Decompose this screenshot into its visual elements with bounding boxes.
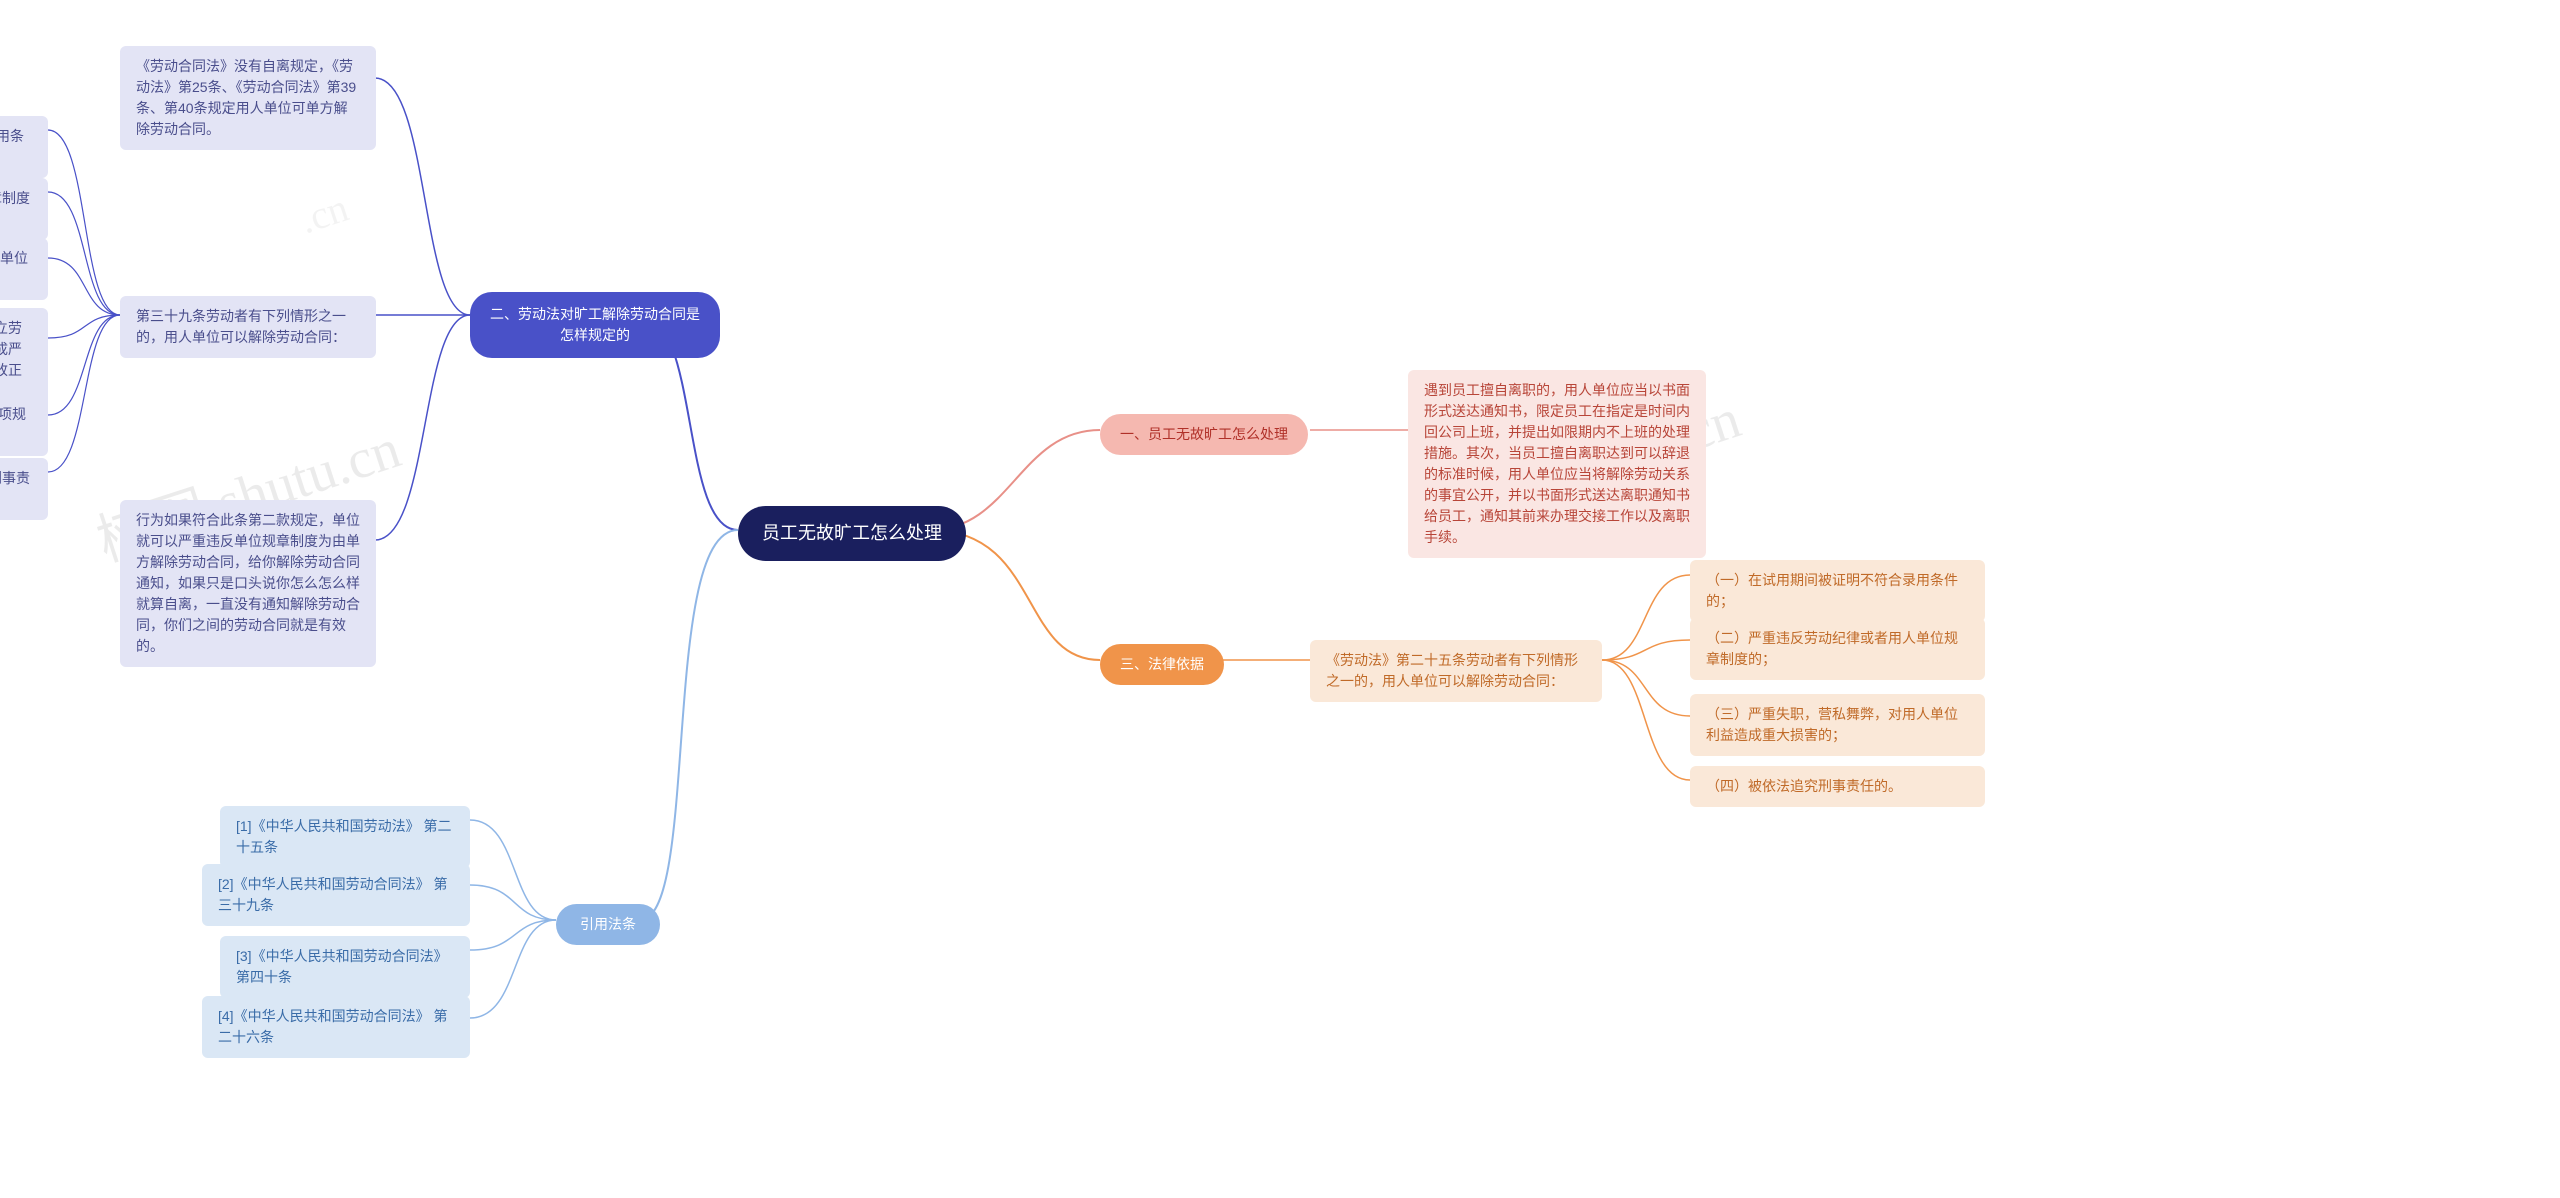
branch-two[interactable]: 二、劳动法对旷工解除劳动合同是怎样规定的 — [470, 292, 720, 358]
branch-refs[interactable]: 引用法条 — [556, 904, 660, 945]
root-node[interactable]: 员工无故旷工怎么处理 — [738, 506, 966, 561]
branch-two-child-2: 第三十九条劳动者有下列情形之一的，用人单位可以解除劳动合同： — [120, 296, 376, 358]
refs-leaf-1: [1]《中华人民共和国劳动法》 第二十五条 — [220, 806, 470, 868]
branch-three-sub-1: （一）在试用期间被证明不符合录用条件的； — [1690, 560, 1985, 622]
branch-two-child-1: 《劳动合同法》没有自离规定，《劳动法》第25条、《劳动合同法》第39条、第40条… — [120, 46, 376, 150]
branch-one-leaf: 遇到员工擅自离职的，用人单位应当以书面形式送达通知书，限定员工在指定是时间内回公… — [1408, 370, 1706, 558]
branch-two-sub-2: （二）严重违反用人单位的规章制度的； — [0, 178, 48, 240]
watermark: .cn — [294, 184, 354, 243]
branch-three-sub-4: （四）被依法追究刑事责任的。 — [1690, 766, 1985, 807]
branch-three[interactable]: 三、法律依据 — [1100, 644, 1224, 685]
refs-leaf-2: [2]《中华人民共和国劳动合同法》 第三十九条 — [202, 864, 470, 926]
branch-three-sub-3: （三）严重失职，营私舞弊，对用人单位利益造成重大损害的； — [1690, 694, 1985, 756]
refs-leaf-4: [4]《中华人民共和国劳动合同法》 第二十六条 — [202, 996, 470, 1058]
branch-two-sub-3: （三）严重失职，营私舞弊，给用人单位造成重大损害的； — [0, 238, 48, 300]
branch-two-child-3: 行为如果符合此条第二款规定，单位就可以严重违反单位规章制度为由单方解除劳动合同，… — [120, 500, 376, 667]
branch-three-sub-2: （二）严重违反劳动纪律或者用人单位规章制度的； — [1690, 618, 1985, 680]
refs-leaf-3: [3]《中华人民共和国劳动合同法》 第四十条 — [220, 936, 470, 998]
branch-two-sub-5: （五）因本法第二十六条第一款第一项规定的情形致使劳动合同无效的； — [0, 394, 48, 456]
branch-three-child: 《劳动法》第二十五条劳动者有下列情形之一的，用人单位可以解除劳动合同： — [1310, 640, 1602, 702]
branch-one[interactable]: 一、员工无故旷工怎么处理 — [1100, 414, 1308, 455]
branch-two-sub-1: （一）在试用期间被证明不符合录用条件的； — [0, 116, 48, 178]
branch-two-sub-6: （六）被依法追究刑事责任的。 — [0, 458, 48, 520]
